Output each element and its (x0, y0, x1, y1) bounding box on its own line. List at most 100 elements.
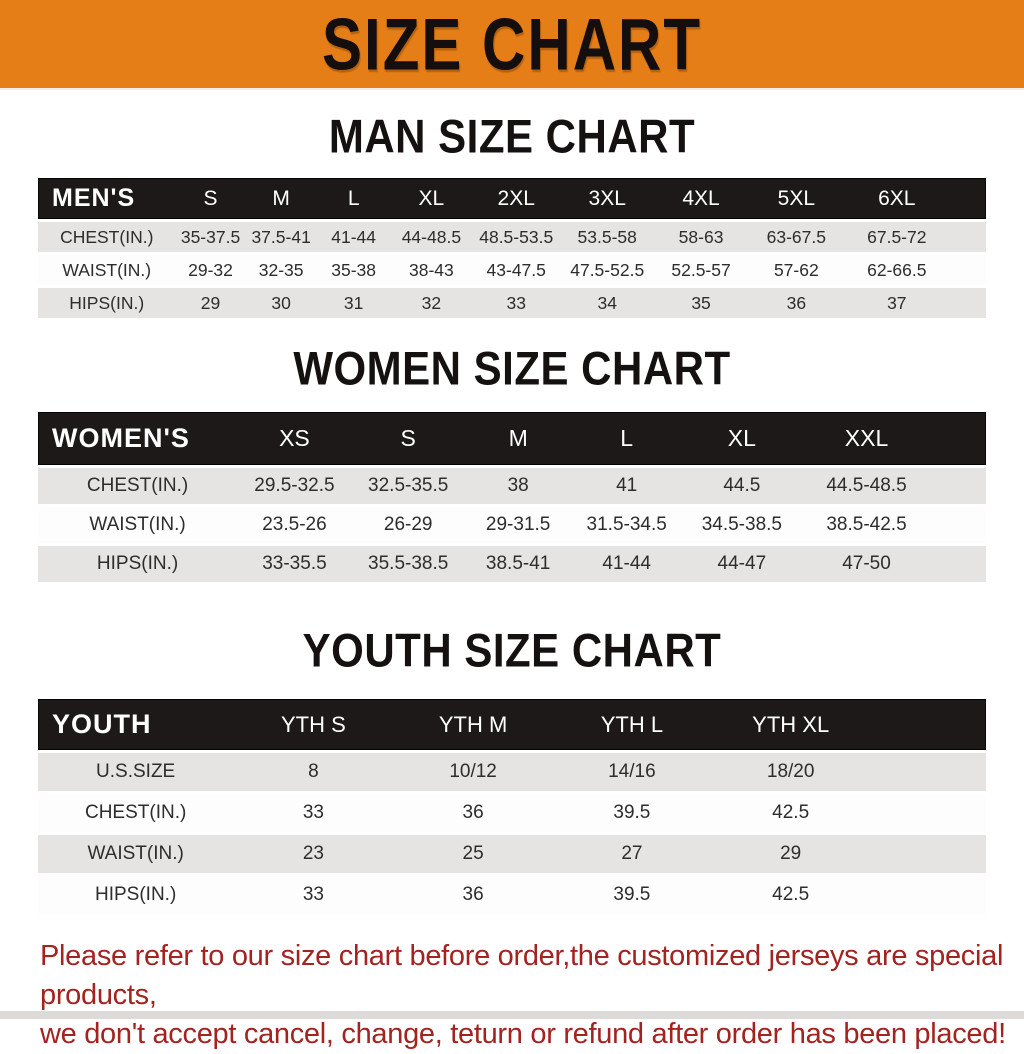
table-cell: 53.5-58 (560, 222, 655, 252)
table-cell: 39.5 (552, 876, 712, 914)
table-cell: 34 (560, 288, 655, 318)
table-cell: 38-43 (390, 255, 473, 285)
youth-section-title: YOUTH SIZE CHART (302, 624, 722, 677)
table-cell: 36 (393, 794, 553, 832)
table-cell: 67.5-72 (844, 222, 949, 252)
table-cell: 38.5-41 (464, 546, 572, 582)
table-cell: 35 (654, 288, 748, 318)
row-label: WAIST(IN.) (38, 835, 234, 873)
cell-filler (930, 546, 986, 582)
table-cell: 32-35 (245, 255, 317, 285)
table-cell: 31 (316, 288, 391, 318)
table-cell: 33 (233, 794, 394, 832)
size-column-header: S (175, 178, 246, 219)
size-column-header: YTH M (393, 699, 553, 750)
size-column-header: 2XL (472, 178, 561, 219)
table-cell: 8 (233, 753, 394, 791)
size-column-header: XXL (802, 412, 931, 465)
table-row: HIPS(IN.) 33 36 39.5 42.5 (38, 876, 986, 914)
men-section: MAN SIZE CHART MEN'S S M L XL 2XL 3XL 4XL 5XL 6XL… (0, 113, 1024, 321)
cell-filler (948, 288, 986, 318)
table-cell: 43-47.5 (472, 255, 561, 285)
size-column-header: M (245, 178, 317, 219)
table-cell: 30 (245, 288, 317, 318)
table-cell: 35-37.5 (175, 222, 246, 252)
women-section: WOMEN SIZE CHART WOMEN'S XS S M L XL XXL CHEST… (0, 345, 1024, 585)
table-cell: 34.5-38.5 (681, 507, 803, 543)
table-header-label: WOMEN'S (38, 412, 238, 465)
size-column-header: YTH XL (711, 699, 871, 750)
table-row: WAIST(IN.) 23 25 27 29 (38, 835, 986, 873)
row-label: HIPS(IN.) (38, 546, 238, 582)
table-row: CHEST(IN.) 29.5-32.5 32.5-35.5 38 41 44.5 44.5… (38, 468, 986, 504)
size-column-header: YTH L (552, 699, 712, 750)
row-label: HIPS(IN.) (38, 876, 234, 914)
table-cell: 62-66.5 (844, 255, 949, 285)
size-column-header: XL (681, 412, 803, 465)
cell-filler (930, 507, 986, 543)
table-cell: 18/20 (711, 753, 871, 791)
table-cell: 35-38 (316, 255, 391, 285)
table-row: HIPS(IN.) 33-35.5 35.5-38.5 38.5-41 41-44 44-… (38, 546, 986, 582)
size-column-header: 6XL (844, 178, 949, 219)
table-cell: 41-44 (316, 222, 391, 252)
row-label: CHEST(IN.) (38, 468, 238, 504)
table-cell: 33-35.5 (237, 546, 352, 582)
table-cell: 47-50 (802, 546, 931, 582)
size-column-header: XS (237, 412, 352, 465)
table-row: WAIST(IN.) 23.5-26 26-29 29-31.5 31.5-34.5 34… (38, 507, 986, 543)
table-cell: 32.5-35.5 (351, 468, 465, 504)
table-cell: 36 (393, 876, 553, 914)
table-cell: 29-32 (175, 255, 246, 285)
table-cell: 29 (175, 288, 246, 318)
size-column-header: 3XL (560, 178, 655, 219)
table-header-label: MEN'S (38, 178, 176, 219)
table-row: CHEST(IN.) 33 36 39.5 42.5 (38, 794, 986, 832)
women-table-body: CHEST(IN.) 29.5-32.5 32.5-35.5 38 41 44.5 44.5… (38, 468, 986, 582)
table-cell: 48.5-53.5 (472, 222, 561, 252)
row-label: CHEST(IN.) (38, 222, 176, 252)
table-cell: 38 (464, 468, 572, 504)
table-cell: 57-62 (747, 255, 845, 285)
table-cell: 52.5-57 (654, 255, 748, 285)
table-cell: 31.5-34.5 (571, 507, 682, 543)
table-row: CHEST(IN.) 35-37.5 37.5-41 41-44 44-48.5 48.5… (38, 222, 986, 252)
notice-line-2: we don't accept cancel, change, teturn o… (40, 1018, 1006, 1050)
table-header-label: YOUTH (38, 699, 234, 750)
row-label: CHEST(IN.) (38, 794, 234, 832)
cell-filler (870, 794, 986, 832)
table-cell: 35.5-38.5 (351, 546, 465, 582)
table-cell: 63-67.5 (747, 222, 845, 252)
page-title: SIZE CHART (322, 3, 702, 85)
table-cell: 44-47 (681, 546, 803, 582)
table-row: WAIST(IN.) 29-32 32-35 35-38 38-43 43-47.5 47.… (38, 255, 986, 285)
cell-filler (930, 468, 986, 504)
table-cell: 44.5-48.5 (802, 468, 931, 504)
cell-filler (870, 876, 986, 914)
table-cell: 10/12 (393, 753, 553, 791)
table-cell: 38.5-42.5 (802, 507, 931, 543)
row-label: HIPS(IN.) (38, 288, 176, 318)
banner: SIZE CHART (0, 0, 1024, 90)
row-label: U.S.SIZE (38, 753, 234, 791)
size-column-header: 5XL (747, 178, 845, 219)
table-cell: 36 (747, 288, 845, 318)
size-column-header: L (571, 412, 682, 465)
table-cell: 44-48.5 (390, 222, 473, 252)
size-column-header: XL (390, 178, 473, 219)
size-column-header: L (316, 178, 391, 219)
table-cell: 27 (552, 835, 712, 873)
youth-table-header-row: YOUTH YTH S YTH M YTH L YTH XL (38, 699, 986, 750)
table-cell: 42.5 (711, 876, 871, 914)
table-cell: 23.5-26 (237, 507, 352, 543)
footer-notice: Please refer to our size chart before or… (40, 937, 1024, 1054)
size-column-header: YTH S (233, 699, 394, 750)
header-filler (930, 412, 986, 465)
cell-filler (870, 835, 986, 873)
table-cell: 14/16 (552, 753, 712, 791)
table-cell: 39.5 (552, 794, 712, 832)
youth-table-body: U.S.SIZE 8 10/12 14/16 18/20 CHEST(IN.) 33 36 39… (38, 753, 986, 914)
table-cell: 58-63 (654, 222, 748, 252)
table-cell: 41 (571, 468, 682, 504)
table-cell: 44.5 (681, 468, 803, 504)
